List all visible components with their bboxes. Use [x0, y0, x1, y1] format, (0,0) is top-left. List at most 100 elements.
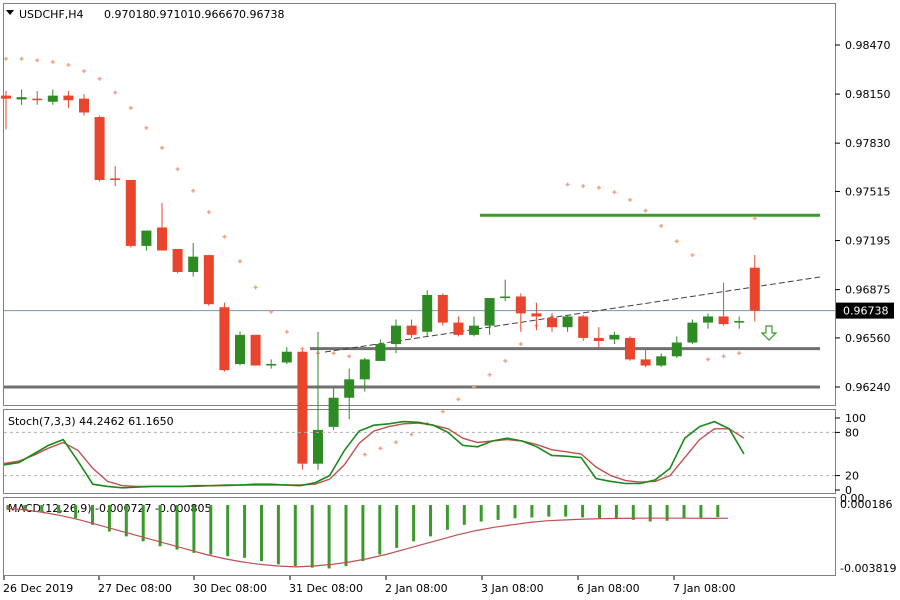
- sar-point: [82, 69, 86, 74]
- candle-body[interactable]: [687, 322, 698, 343]
- candle-body[interactable]: [328, 397, 339, 427]
- sar-point: [487, 372, 492, 377]
- sar-point: [238, 259, 242, 264]
- candle-body[interactable]: [359, 359, 370, 380]
- open-value: 0.97018: [104, 8, 150, 21]
- chart-header: USDCHF,H4 0.97018 0.97101 0.96667 0.9673…: [6, 8, 285, 21]
- price-tick-label: 0.98150: [845, 88, 891, 101]
- candle-body[interactable]: [562, 316, 573, 328]
- sar-point: [206, 210, 211, 215]
- candle-body[interactable]: [281, 351, 292, 363]
- candle-body[interactable]: [94, 117, 105, 180]
- sar-point: [97, 76, 102, 81]
- time-axis: 26 Dec 2019 27 Dec 08:00 30 Dec 08:00 31 De…: [3, 576, 736, 595]
- sar-point: [518, 342, 523, 347]
- time-tick-label: 7 Jan 08:00: [673, 582, 736, 595]
- sar-point: [347, 354, 352, 359]
- candle-body[interactable]: [656, 356, 667, 366]
- price-tick-label: 0.97515: [845, 185, 891, 198]
- candle-body[interactable]: [671, 342, 682, 357]
- stoch-pane-frame: [3, 409, 836, 494]
- sar-point: [253, 285, 258, 290]
- candle-body[interactable]: [47, 95, 58, 102]
- candle-body[interactable]: [375, 344, 386, 361]
- sar-point: [378, 446, 383, 451]
- sar-point: [284, 329, 289, 334]
- dropdown-triangle-icon[interactable]: [6, 10, 14, 15]
- candle-body[interactable]: [625, 337, 635, 360]
- candle-body[interactable]: [16, 97, 27, 100]
- sar-point: [144, 125, 149, 130]
- sar-point: [362, 452, 367, 457]
- sar-point: [596, 185, 601, 190]
- macd-pane: MACD(12,26,9) -0.000727 -0.000805 0.000.…: [6, 492, 896, 575]
- candle-body[interactable]: [515, 296, 526, 314]
- candle-body[interactable]: [406, 325, 417, 335]
- stoch-tick-label: 100: [845, 412, 866, 425]
- candle-body[interactable]: [125, 179, 136, 246]
- candle-body[interactable]: [422, 294, 433, 332]
- candle-body[interactable]: [531, 313, 542, 317]
- sar-point: [737, 351, 742, 356]
- candle-body[interactable]: [79, 98, 89, 113]
- candle-body[interactable]: [437, 294, 448, 323]
- sar-point: [659, 223, 664, 228]
- candle-body[interactable]: [110, 178, 121, 180]
- candle-body[interactable]: [313, 429, 323, 464]
- macd-tick-label: 0.00: [840, 492, 865, 505]
- sar-point: [581, 184, 586, 189]
- candle-body[interactable]: [219, 307, 230, 371]
- price-axis: 0.98470 0.98150 0.97830 0.97515 0.97195 0.968…: [835, 39, 894, 394]
- sar-point: [175, 167, 180, 172]
- sar-point: [752, 216, 757, 221]
- candle-body[interactable]: [391, 325, 401, 345]
- sar-point: [191, 188, 196, 193]
- stoch-label: Stoch(7,3,3) 44.2462 61.1650: [8, 415, 174, 428]
- candle-body[interactable]: [188, 256, 199, 272]
- candle-body[interactable]: [1, 95, 11, 99]
- sar-point: [50, 59, 55, 64]
- candle-body[interactable]: [235, 334, 245, 364]
- candle-body[interactable]: [63, 95, 74, 101]
- candle-body[interactable]: [203, 255, 214, 305]
- sar-point: [35, 58, 40, 63]
- candle-body[interactable]: [266, 363, 277, 366]
- candle-body[interactable]: [609, 334, 620, 340]
- candle-body[interactable]: [749, 267, 760, 311]
- price-tick-label: 0.97830: [845, 137, 891, 150]
- sar-point: [503, 358, 508, 363]
- time-tick-label: 31 Dec 08:00: [289, 582, 363, 595]
- candle-body[interactable]: [547, 317, 557, 328]
- sar-point: [674, 239, 679, 244]
- sar-point: [113, 90, 118, 95]
- sar-point: [222, 234, 227, 239]
- candle-body[interactable]: [469, 325, 479, 335]
- candle-body[interactable]: [640, 359, 651, 366]
- candle-body[interactable]: [734, 321, 745, 323]
- candle-body[interactable]: [703, 316, 713, 323]
- candle-body[interactable]: [500, 296, 511, 299]
- ascending-trendline[interactable]: [324, 276, 821, 353]
- candle-body[interactable]: [718, 316, 729, 325]
- stoch-signal-line: [3, 422, 745, 488]
- macd-signal-line: [7, 507, 729, 568]
- candle-body[interactable]: [344, 379, 355, 398]
- candle-body[interactable]: [172, 248, 183, 272]
- symbol-label: USDCHF,H4: [19, 8, 84, 21]
- candle-body[interactable]: [297, 351, 308, 464]
- current-price-badge: [836, 302, 894, 319]
- candle-body[interactable]: [484, 298, 495, 326]
- stoch-main-line: [3, 420, 745, 489]
- price-tick-label: 0.96875: [845, 284, 891, 297]
- price-tick-label: 0.97195: [845, 235, 891, 248]
- candle-body[interactable]: [141, 230, 152, 246]
- candle-body[interactable]: [250, 334, 261, 366]
- candle-body[interactable]: [32, 98, 43, 101]
- candle-body[interactable]: [578, 316, 589, 338]
- candle-body[interactable]: [453, 322, 464, 335]
- candle-body[interactable]: [157, 227, 167, 251]
- candle-body[interactable]: [593, 337, 604, 341]
- time-tick-label: 2 Jan 08:00: [385, 582, 448, 595]
